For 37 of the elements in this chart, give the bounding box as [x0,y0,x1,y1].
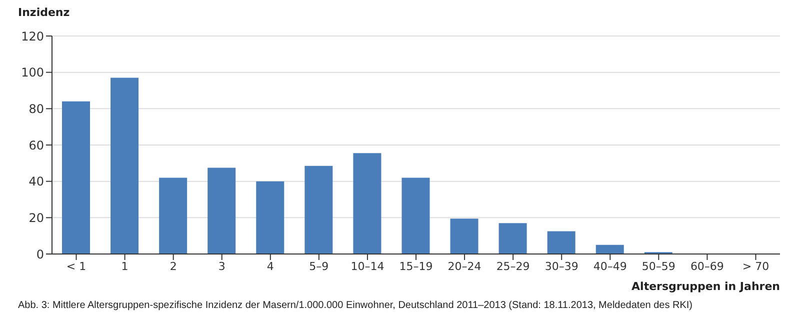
x-tick-label: 25–29 [496,260,530,273]
x-tick-label: 15–19 [399,260,433,273]
x-tick-label: 3 [218,260,226,273]
x-tick-label: 1 [121,260,128,273]
x-tick-label: 2 [170,260,177,273]
x-axis-title: Altersgruppen in Jahren [632,280,780,293]
bar [547,231,576,254]
y-tick-label: 20 [28,210,44,225]
caption: Abb. 3: Mittlere Altersgruppen-spezifische Inzidenz der Masern/1.000.000 Einwohner, Deutschland 2011–2013 (Stand: 18.11.2013, Meldedaten des RKI) [18,300,692,311]
y-tick-label: 80 [28,102,44,116]
y-tick-label: 40 [28,174,44,189]
bar [353,153,382,254]
x-tick-label: > 70 [742,260,770,273]
x-tick-label: 30–39 [544,260,578,273]
bar [304,166,333,254]
x-tick-label: 60–69 [690,260,724,273]
x-tick-label: 40–49 [593,260,627,273]
bar [110,78,139,254]
bar [62,101,90,254]
bar [402,178,430,254]
bar [596,244,624,254]
x-tick-label: 50–59 [642,260,676,273]
x-tick-label: < 1 [66,260,86,273]
bar [498,223,527,254]
y-tick-label: 60 [28,138,44,152]
x-tick-label: 20–24 [448,260,482,273]
x-tick-label: 10–14 [350,260,384,273]
y-tick-label: 100 [21,66,44,80]
y-axis-title: Inzidenz [18,6,70,19]
x-tick-label: 4 [266,260,274,273]
y-tick-label: 0 [36,247,44,262]
bar [208,168,236,254]
y-tick-label: 120 [21,29,44,44]
bar [450,218,478,254]
bar [256,181,284,254]
bar [159,178,188,254]
x-tick-label: 5–9 [309,260,329,273]
